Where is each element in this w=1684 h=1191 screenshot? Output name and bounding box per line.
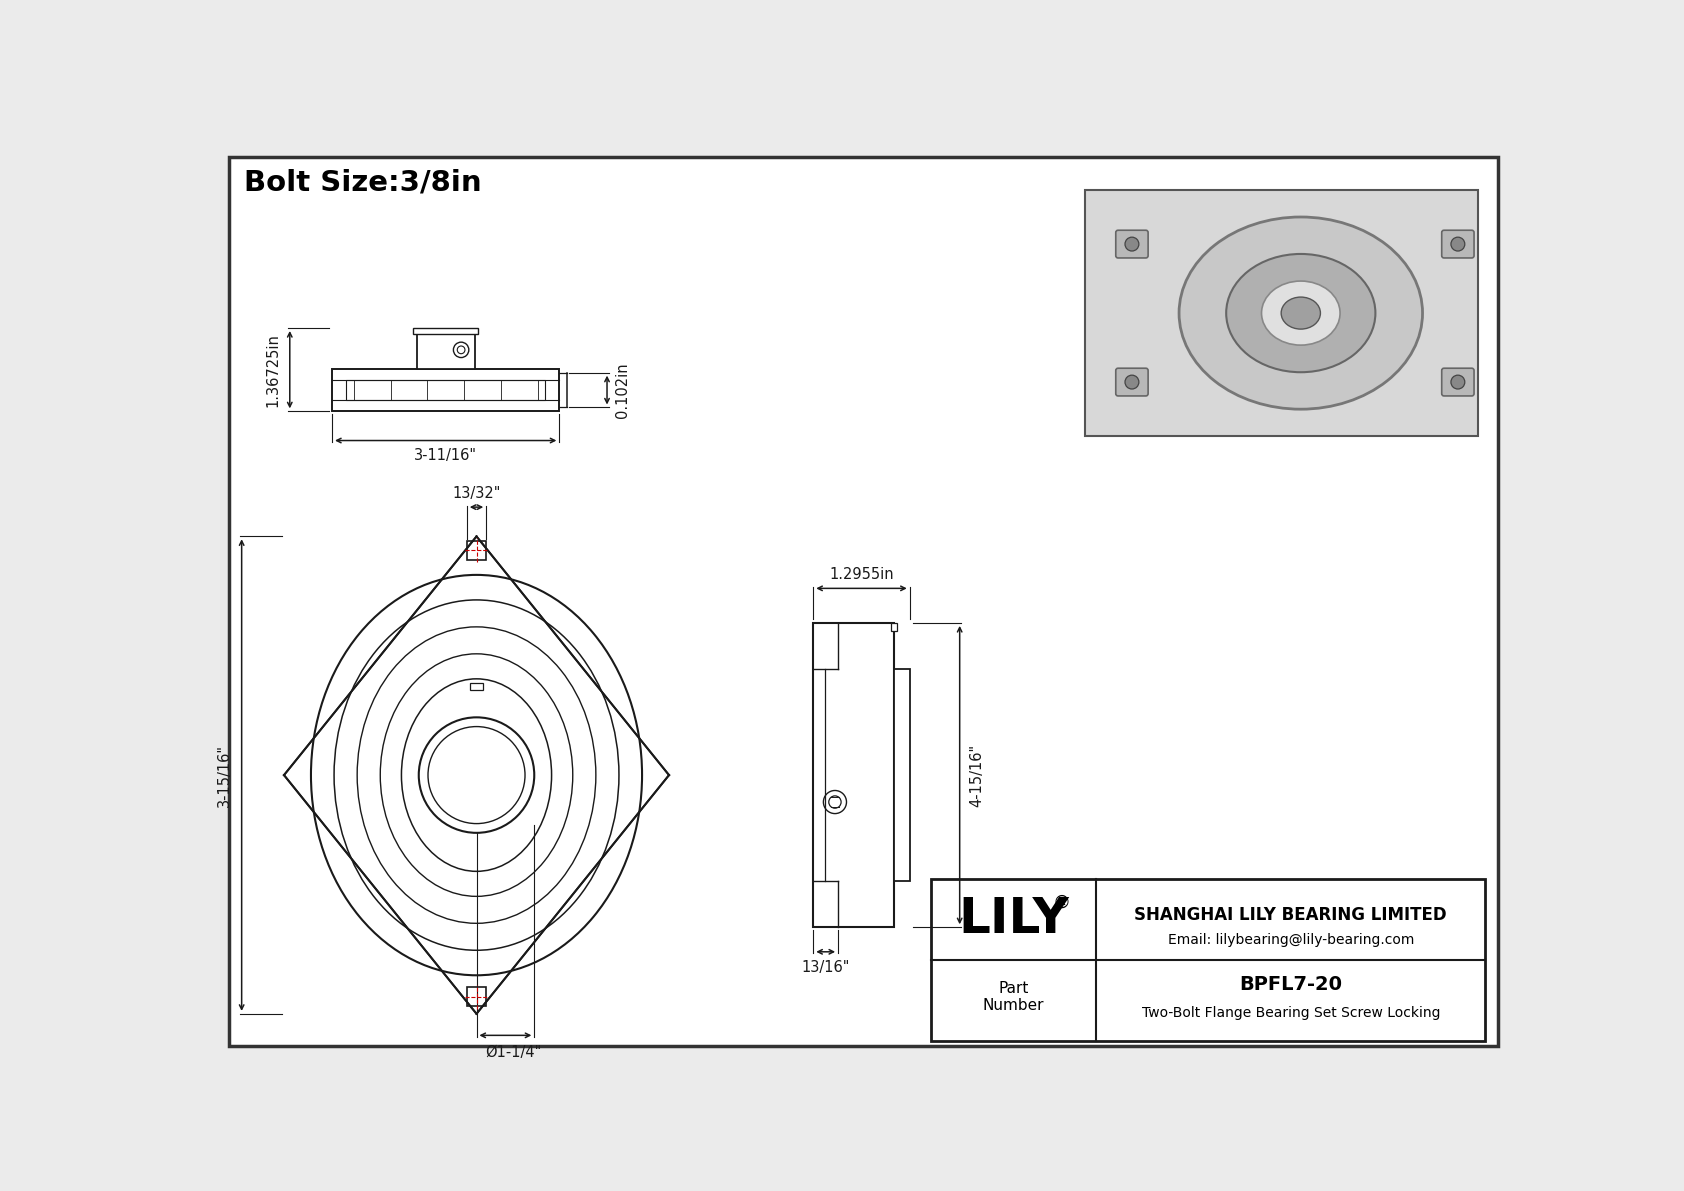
Bar: [418, 335, 475, 369]
FancyBboxPatch shape: [1116, 368, 1148, 395]
Text: LILY: LILY: [958, 896, 1069, 943]
Text: 3-11/16": 3-11/16": [414, 448, 477, 463]
Ellipse shape: [1282, 297, 1320, 329]
Text: ®: ®: [1052, 893, 1071, 911]
Bar: [891, 623, 898, 631]
Bar: [1084, 189, 1477, 436]
Circle shape: [1452, 375, 1465, 389]
Text: Part
Number: Part Number: [983, 981, 1044, 1014]
Bar: [894, 669, 909, 881]
FancyBboxPatch shape: [1442, 368, 1474, 395]
Text: 1.2955in: 1.2955in: [829, 567, 894, 582]
Bar: [470, 684, 483, 690]
Text: Ø1-1/4": Ø1-1/4": [485, 1045, 541, 1060]
Ellipse shape: [1261, 281, 1340, 345]
Text: 0.102in: 0.102in: [615, 362, 630, 418]
Bar: [466, 987, 487, 1006]
Text: 1.36725in: 1.36725in: [266, 332, 281, 406]
Text: 13/16": 13/16": [802, 960, 850, 974]
Circle shape: [1452, 237, 1465, 251]
Text: 13/32": 13/32": [453, 486, 500, 501]
Text: Bolt Size:3/8in: Bolt Size:3/8in: [244, 168, 482, 197]
Ellipse shape: [1179, 217, 1423, 410]
Circle shape: [1125, 375, 1138, 389]
FancyBboxPatch shape: [1442, 230, 1474, 258]
Bar: [345, 380, 546, 400]
Text: SHANGHAI LILY BEARING LIMITED: SHANGHAI LILY BEARING LIMITED: [1135, 905, 1447, 923]
Circle shape: [1125, 237, 1138, 251]
Text: BPFL7-20: BPFL7-20: [1239, 974, 1342, 993]
Ellipse shape: [312, 575, 642, 975]
Text: 3-15/16": 3-15/16": [217, 743, 232, 806]
Bar: [332, 369, 559, 411]
Bar: [813, 623, 894, 927]
Ellipse shape: [1226, 254, 1376, 373]
Text: 4-15/16": 4-15/16": [968, 743, 983, 806]
Text: Two-Bolt Flange Bearing Set Screw Locking: Two-Bolt Flange Bearing Set Screw Lockin…: [1142, 1006, 1440, 1021]
Bar: [413, 328, 478, 335]
Bar: [931, 879, 1485, 1041]
Text: Email: lilybearing@lily-bearing.com: Email: lilybearing@lily-bearing.com: [1167, 934, 1415, 948]
Bar: [466, 541, 487, 560]
FancyBboxPatch shape: [1116, 230, 1148, 258]
